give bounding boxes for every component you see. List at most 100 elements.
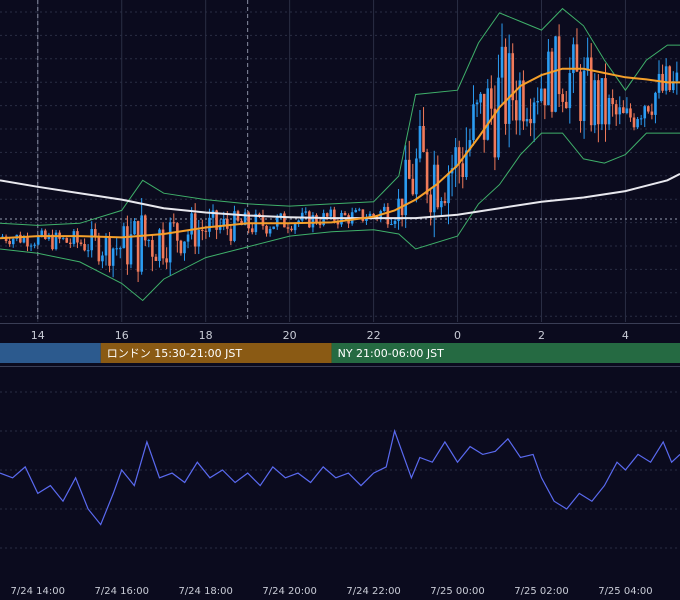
candle-body — [539, 88, 543, 102]
candle-body — [507, 53, 511, 124]
bollinger-lower-line — [0, 132, 680, 302]
candle-body — [208, 217, 211, 232]
candle-body — [126, 226, 129, 265]
candle-body — [386, 206, 390, 225]
candle-body — [315, 215, 318, 224]
candle-body — [111, 248, 115, 266]
candle-body — [436, 164, 440, 208]
candle-body — [8, 240, 11, 245]
candle-body — [236, 211, 240, 221]
candle-body — [318, 223, 322, 226]
candle-body — [283, 213, 286, 228]
candle-body — [418, 126, 422, 159]
candle-body — [382, 206, 386, 212]
candle-body — [415, 158, 418, 195]
candle-body — [44, 230, 47, 240]
bollinger-upper-line — [0, 7, 680, 226]
candle-body — [101, 255, 104, 262]
candle-body — [479, 93, 482, 103]
session-band — [100, 343, 332, 363]
candle-body — [115, 248, 118, 250]
oscillator-grid — [0, 391, 680, 549]
candle-body — [250, 228, 254, 233]
candle-body — [639, 118, 643, 120]
candle-body — [500, 46, 504, 78]
candle-body — [61, 237, 65, 239]
top-x-tick-label: 18 — [199, 329, 213, 342]
candle-body — [343, 212, 347, 216]
top-x-tick-label: 20 — [283, 329, 297, 342]
candle-body — [586, 57, 589, 71]
candle-body — [543, 88, 547, 106]
candle-body — [172, 222, 176, 224]
candle-body — [104, 235, 108, 256]
candle-body — [486, 88, 490, 140]
candle-body — [629, 108, 632, 118]
candle-body — [407, 159, 411, 179]
bottom-x-tick-label: 7/24 18:00 — [178, 586, 232, 597]
candle-body — [33, 244, 36, 246]
candle-body — [372, 213, 375, 217]
bottom-x-tick-label: 7/24 14:00 — [11, 586, 65, 597]
candle-body — [329, 209, 333, 217]
candle-body — [582, 70, 586, 122]
candle-body — [579, 71, 582, 122]
ma-short-line — [0, 67, 680, 240]
candle-body — [561, 94, 564, 102]
candle-body — [625, 108, 629, 114]
candle-body — [22, 237, 26, 243]
candle-body — [322, 213, 325, 226]
session-band — [0, 343, 101, 363]
candle-body — [26, 237, 29, 247]
candle-body — [365, 218, 368, 221]
candle-body — [393, 220, 397, 225]
candle-body — [618, 107, 622, 115]
candle-body — [457, 147, 461, 164]
candle-body — [79, 242, 83, 244]
candles — [1, 23, 679, 283]
candle-body — [136, 221, 140, 272]
candle-body — [472, 104, 475, 141]
candle-body — [108, 235, 111, 266]
candle-body — [72, 231, 76, 244]
candle-body — [575, 44, 579, 72]
candle-body — [654, 92, 657, 115]
candle-body — [611, 97, 614, 105]
candle-body — [19, 234, 22, 243]
candle-body — [290, 228, 293, 231]
candle-body — [218, 225, 222, 230]
candle-body — [461, 163, 465, 178]
candle-body — [265, 225, 268, 234]
session-band-label: NY 21:00-06:00 JST — [338, 347, 445, 360]
candle-body — [51, 234, 54, 250]
candle-body — [604, 78, 607, 125]
candle-body — [422, 126, 425, 153]
candle-body — [671, 81, 675, 91]
candle-body — [179, 240, 183, 254]
top-x-tick-label: 14 — [31, 329, 45, 342]
candle-body — [233, 211, 236, 241]
session-band-label: ロンドン 15:30-21:00 JST — [107, 347, 243, 360]
candle-body — [536, 101, 540, 103]
candle-body — [657, 73, 661, 93]
candle-body — [86, 250, 90, 252]
session-dashed-lines — [37, 0, 249, 322]
candle-body — [154, 256, 158, 262]
bottom-x-tick-label: 7/24 20:00 — [262, 586, 316, 597]
candle-body — [632, 117, 636, 128]
candle-body — [168, 222, 172, 263]
candle-body — [643, 106, 647, 119]
candle-body — [554, 36, 557, 112]
candle-body — [247, 212, 251, 229]
top-x-tick-label: 0 — [454, 329, 461, 342]
ma-long-line — [0, 173, 680, 220]
candle-body — [564, 101, 568, 109]
candle-body — [183, 241, 186, 254]
candle-body — [475, 102, 479, 105]
candle-body — [358, 209, 361, 211]
session-band — [331, 343, 680, 363]
candle-body — [311, 215, 315, 228]
candle-body — [636, 119, 639, 128]
candle-body — [333, 209, 336, 221]
